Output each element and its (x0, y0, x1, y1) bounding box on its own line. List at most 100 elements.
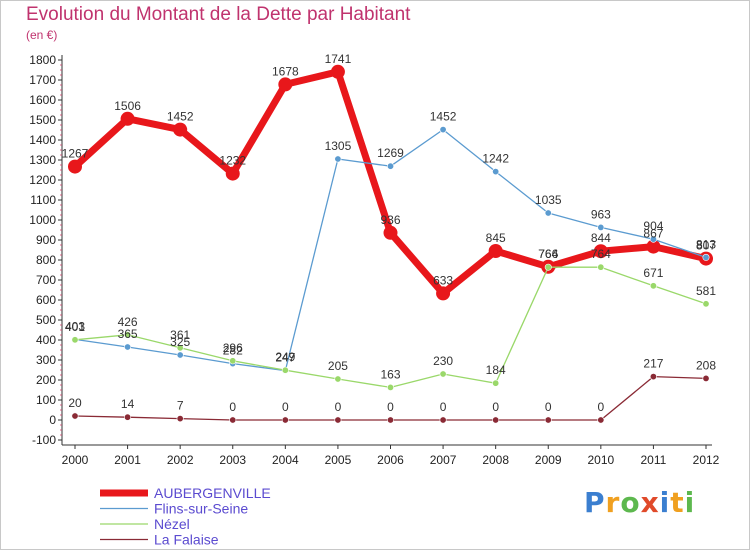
data-label: 0 (229, 400, 236, 414)
y-tick-label: 100 (36, 393, 56, 407)
data-label: 1452 (167, 110, 194, 124)
data-point (173, 122, 188, 137)
y-tick-label: 1800 (29, 53, 56, 67)
y-tick-label: 1300 (29, 153, 56, 167)
data-label: 1267 (62, 147, 89, 161)
data-label: 963 (591, 207, 611, 221)
y-tick-label: 600 (36, 293, 56, 307)
data-point (176, 415, 184, 423)
legend-label: AUBERGENVILLE (154, 485, 271, 501)
logo-letter: i (659, 486, 671, 519)
logo-letter: t (670, 486, 685, 519)
data-label: 1242 (482, 152, 509, 166)
data-point (386, 162, 394, 170)
x-tick-label: 2004 (272, 453, 299, 467)
data-point (334, 155, 342, 163)
data-label: 764 (538, 247, 558, 261)
data-point (225, 166, 240, 181)
data-label: 247 (275, 351, 295, 365)
data-point (176, 344, 184, 352)
series-2 (71, 263, 710, 391)
data-point (386, 383, 394, 391)
data-label: 7 (177, 399, 184, 413)
data-label: 867 (643, 227, 663, 241)
data-point (124, 343, 132, 351)
data-point (229, 357, 237, 365)
y-tick-label: 1000 (29, 213, 56, 227)
proxiti-logo: Proxiti (584, 486, 695, 519)
x-tick-label: 2007 (430, 453, 457, 467)
data-point (492, 379, 500, 387)
y-tick-label: 1100 (30, 193, 56, 207)
data-label: 0 (440, 400, 447, 414)
data-label: 249 (275, 350, 295, 364)
data-label: 671 (643, 266, 663, 280)
data-point (124, 413, 132, 421)
logo-letter: r (605, 486, 621, 519)
data-label: 0 (387, 400, 394, 414)
data-label: 633 (433, 273, 453, 287)
data-point (383, 225, 398, 240)
x-tick-label: 2000 (62, 453, 89, 467)
data-label: 217 (643, 357, 663, 371)
data-label: 230 (433, 354, 453, 368)
data-point (334, 416, 342, 424)
data-label: 0 (492, 400, 499, 414)
data-label: 205 (328, 359, 348, 373)
data-point (492, 416, 500, 424)
y-tick-label: 1200 (29, 173, 56, 187)
data-point (702, 253, 710, 261)
data-point (597, 416, 605, 424)
data-label: 163 (380, 367, 400, 381)
data-point (386, 416, 394, 424)
data-point (488, 244, 503, 258)
data-label: 20 (68, 396, 82, 410)
y-tick-label: 200 (36, 373, 56, 387)
data-label: 1269 (377, 146, 404, 160)
data-point (281, 416, 289, 424)
data-label: 0 (282, 400, 289, 414)
data-label: 904 (643, 219, 663, 233)
data-label: 282 (223, 344, 243, 358)
data-label: 361 (170, 328, 190, 342)
data-point (278, 77, 293, 92)
x-tick-label: 2011 (641, 453, 667, 467)
data-point (702, 374, 710, 382)
data-point (544, 416, 552, 424)
data-label: 0 (545, 400, 552, 414)
data-point (439, 126, 447, 134)
data-label: 365 (118, 327, 138, 341)
data-point (649, 282, 657, 290)
x-tick-label: 2010 (587, 453, 614, 467)
data-point (544, 263, 552, 271)
data-point (649, 235, 657, 243)
data-label: 1035 (535, 193, 562, 207)
data-point (68, 159, 82, 174)
data-point (71, 412, 79, 420)
data-label: 764 (591, 247, 611, 261)
data-label: 936 (380, 213, 400, 227)
y-tick-label: 400 (36, 333, 56, 347)
data-point (597, 223, 605, 231)
data-point (330, 64, 345, 79)
data-point (71, 336, 79, 344)
data-point (229, 416, 237, 424)
data-label: 14 (121, 397, 135, 411)
x-tick-label: 2006 (377, 453, 404, 467)
x-tick-label: 2001 (114, 453, 141, 467)
y-tick-label: 1600 (29, 93, 56, 107)
data-point (702, 300, 710, 308)
data-point (649, 373, 657, 381)
y-tick-label: 800 (36, 253, 56, 267)
y-tick-label: -100 (32, 433, 56, 447)
data-label: 1741 (325, 52, 352, 66)
series-line (72, 68, 707, 297)
x-tick-label: 2002 (167, 453, 194, 467)
data-point (334, 375, 342, 383)
data-point (597, 263, 605, 271)
data-point (544, 209, 552, 217)
data-label: 807 (696, 239, 716, 253)
data-point (176, 351, 184, 359)
y-tick-label: 300 (36, 353, 56, 367)
